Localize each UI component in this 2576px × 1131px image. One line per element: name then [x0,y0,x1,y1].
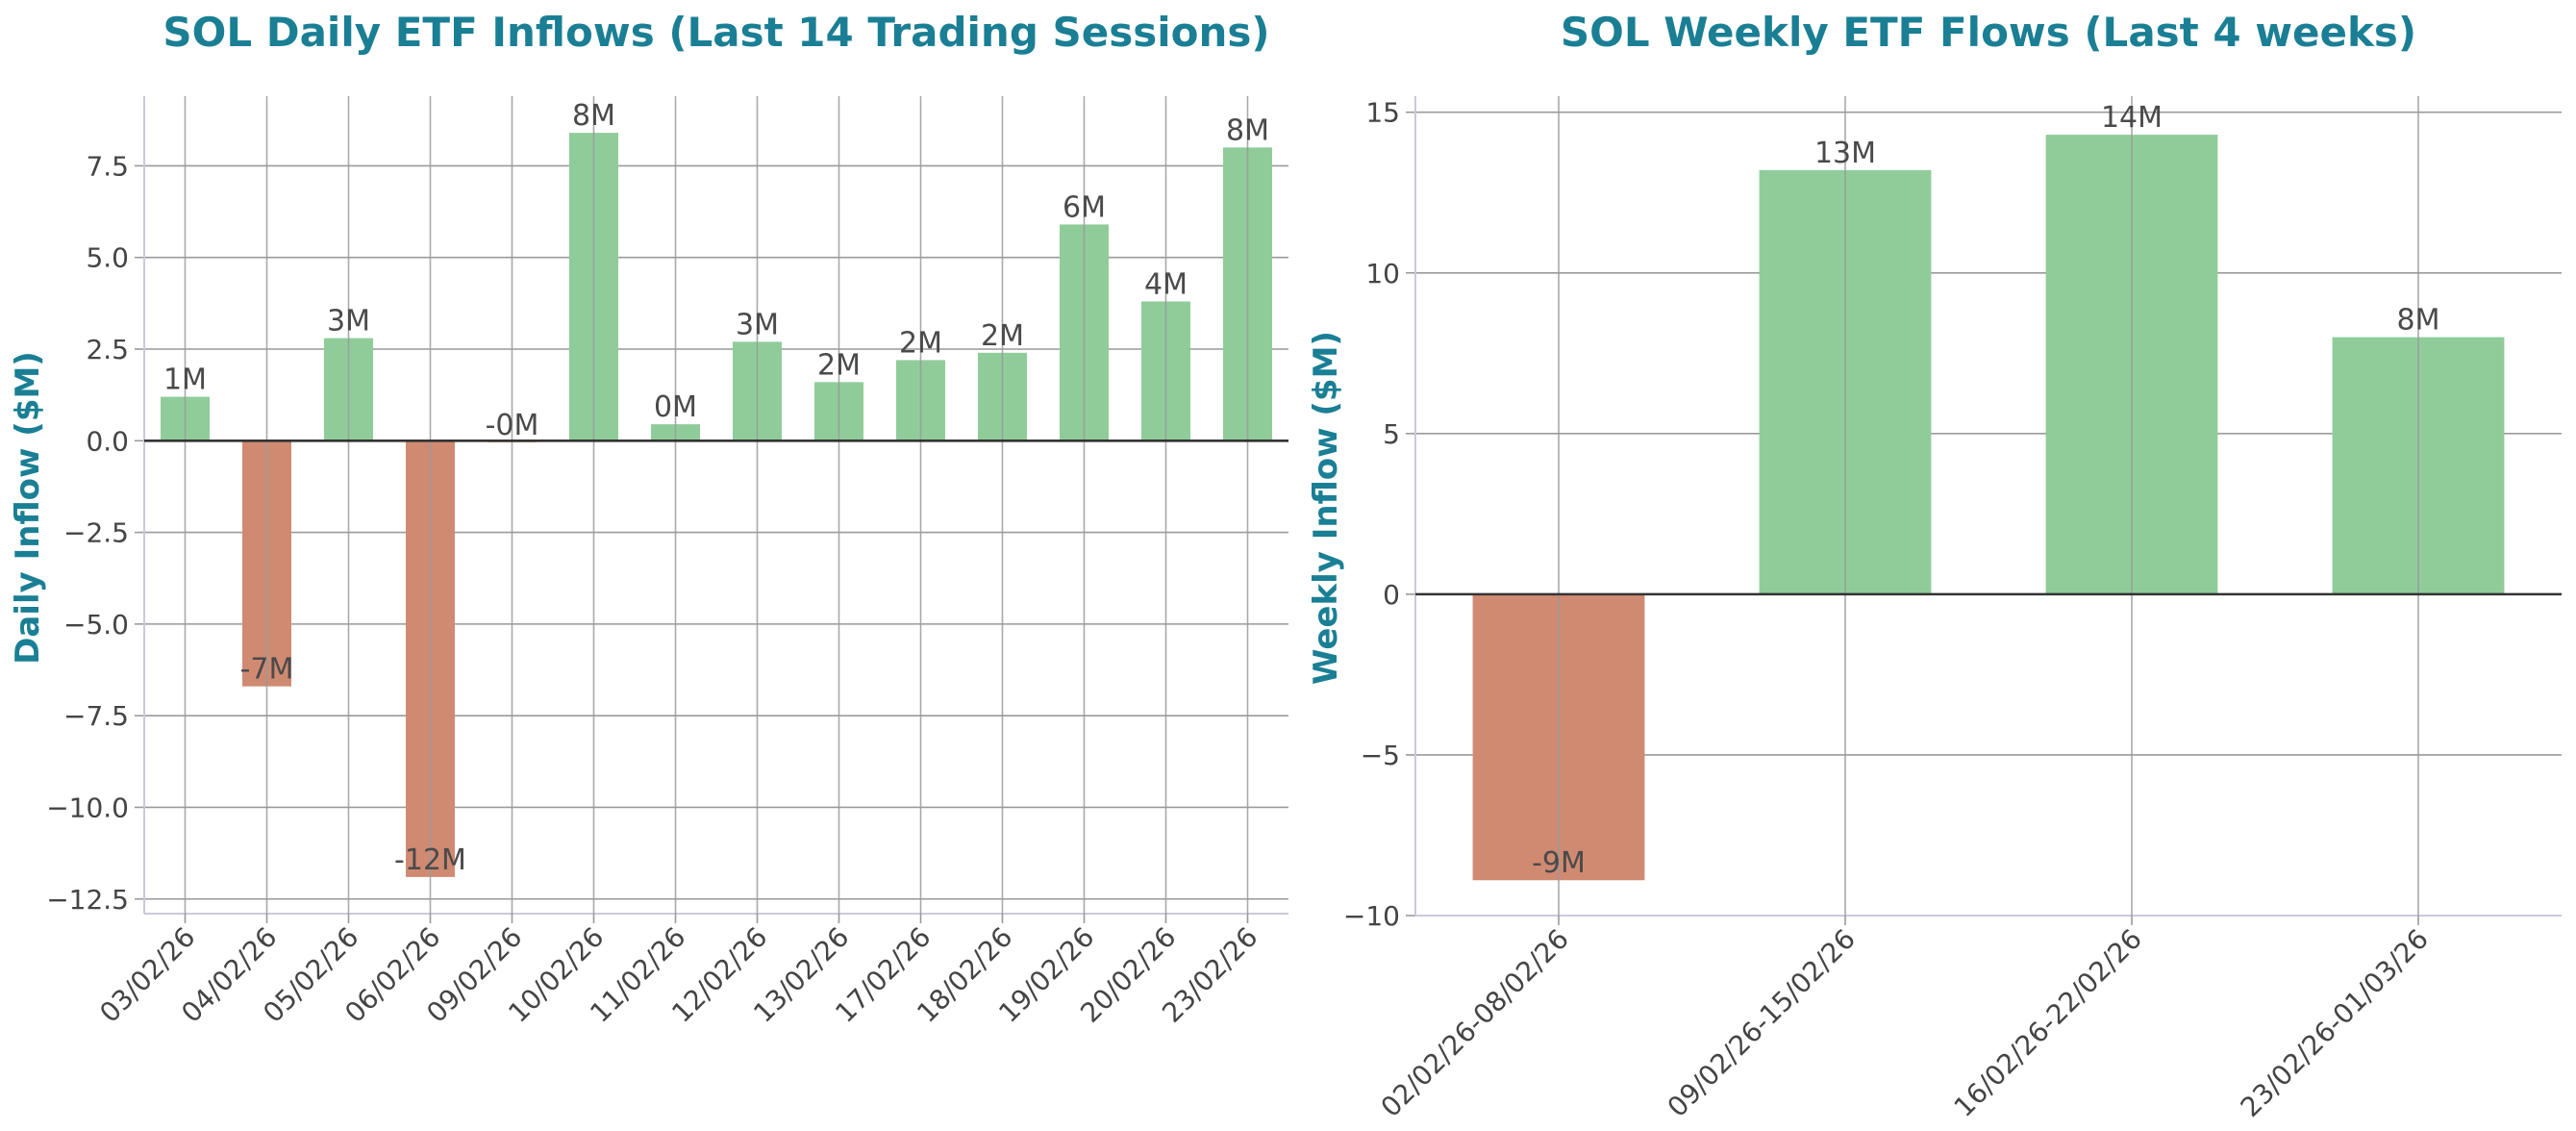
daily-data-label: 6M [1063,190,1106,224]
daily-ytick-label: −5.0 [63,609,129,641]
left-y-axis-label: Daily Inflow ($M) [9,351,47,665]
right-y-axis-label: Weekly Inflow ($M) [1307,331,1345,685]
weekly-xtick-label: 09/02/26-15/02/26 [1662,923,1862,1123]
daily-data-label: 8M [572,99,615,133]
weekly-data-label: -9M [1532,846,1586,880]
daily-ytick-label: 0.0 [86,425,129,457]
weekly-xtick-label: 16/02/26-22/02/26 [1948,923,2148,1123]
daily-data-label: 1M [163,364,207,397]
weekly-data-label: 14M [2101,101,2163,135]
left-chart-title: SOL Daily ETF Inflows (Last 14 Trading S… [163,9,1269,56]
right-chart-title: SOL Weekly ETF Flows (Last 4 weeks) [1561,9,2416,56]
daily-data-label: 3M [736,308,779,341]
weekly-ytick-label: −5 [1361,740,1400,771]
daily-ytick-label: −10.0 [46,792,129,823]
weekly-ytick-label: 15 [1365,97,1400,129]
daily-data-label: -0M [486,409,539,442]
weekly-ytick-label: 5 [1383,418,1400,450]
daily-data-label: 4M [1144,267,1188,301]
weekly-xtick-label: 23/02/26-01/03/26 [2235,923,2435,1123]
daily-ytick-label: −7.5 [63,700,129,732]
daily-data-label: -12M [394,843,466,877]
daily-data-label: 2M [899,326,942,360]
daily-ytick-label: 7.5 [86,150,129,182]
weekly-data-label: 13M [1814,137,1876,170]
daily-data-label: -7M [240,653,294,687]
daily-data-label: 0M [654,390,697,424]
daily-ytick-label: 2.5 [86,334,129,365]
weekly-ytick-label: 0 [1383,579,1400,611]
daily-ytick-label: −2.5 [63,517,129,549]
daily-ytick-label: 5.0 [86,242,129,274]
daily-data-label: 2M [981,319,1024,353]
weekly-data-label: 8M [2397,304,2440,338]
daily-data-label: 2M [817,348,861,382]
daily-data-label: 8M [1226,113,1269,147]
weekly-xtick-label: 02/02/26-08/02/26 [1375,923,1575,1123]
weekly-ytick-label: −10 [1343,900,1400,932]
weekly-ytick-label: 10 [1365,258,1400,289]
daily-data-label: 3M [327,305,370,339]
daily-ytick-label: −12.5 [46,884,129,916]
